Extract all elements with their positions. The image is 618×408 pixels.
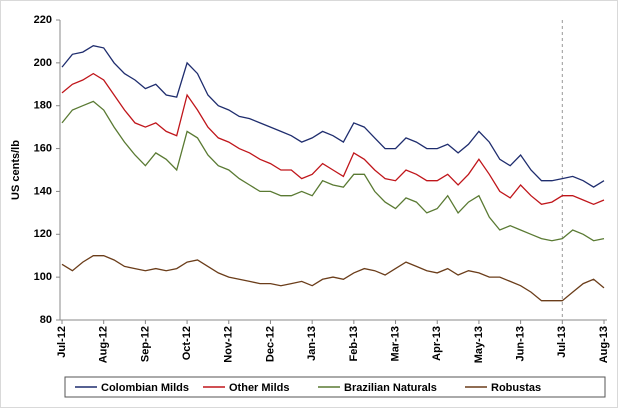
x-tick-label: Feb-13: [348, 326, 360, 361]
x-tick-label: Apr-13: [431, 326, 443, 361]
x-tick-label: Mar-13: [389, 326, 401, 361]
x-tick-label: Jul-13: [556, 326, 568, 358]
y-axis-label: US cents/lb: [10, 140, 22, 200]
y-tick-label: 200: [34, 57, 52, 69]
x-tick-label: Aug-13: [598, 326, 610, 363]
x-tick-label: Dec-12: [264, 326, 276, 362]
x-tick-label: Jun-13: [515, 326, 527, 361]
x-tick-label: Oct-12: [181, 326, 193, 360]
x-tick-label: Jan-13: [306, 326, 318, 361]
legend-label: Colombian Milds: [101, 382, 189, 394]
y-tick-label: 180: [34, 100, 52, 112]
y-tick-label: 140: [34, 185, 52, 197]
legend-label: Brazilian Naturals: [344, 382, 437, 394]
x-tick-label: Aug-12: [98, 326, 110, 363]
legend-label: Robustas: [491, 382, 541, 394]
y-tick-label: 100: [34, 271, 52, 283]
series-line: [61, 72, 605, 206]
series-line: [61, 100, 605, 242]
series-line: [61, 45, 605, 188]
y-tick-label: 160: [34, 142, 52, 154]
x-tick-label: Jul-12: [56, 326, 68, 358]
y-tick-label: 120: [34, 228, 52, 240]
legend-label: Other Milds: [229, 382, 290, 394]
series-line: [61, 255, 605, 302]
x-tick-label: Nov-12: [223, 326, 235, 363]
x-tick-label: May-13: [473, 326, 485, 363]
x-tick-label: Sep-12: [139, 326, 151, 362]
y-tick-label: 220: [34, 14, 52, 26]
y-tick-label: 80: [40, 314, 52, 326]
